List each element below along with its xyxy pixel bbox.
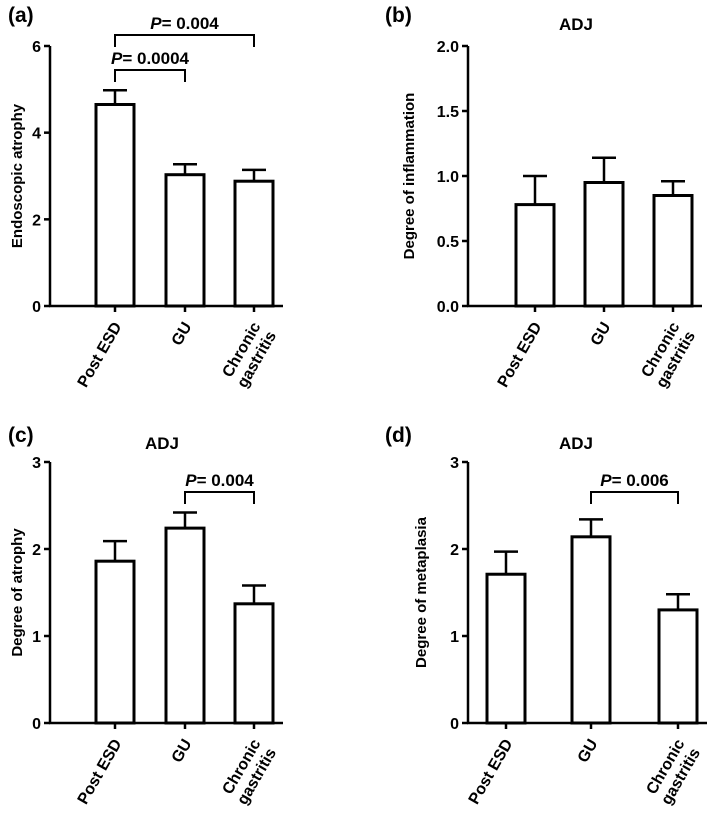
bar (233, 179, 275, 308)
chart-panel-a: (a) Endoscopic atrophy 0 2 4 6 Post ESD GU Chron… (8, 4, 283, 391)
x-category-label: Chronicgastritis (219, 319, 280, 390)
y-tick-label: 1.5 (437, 104, 459, 121)
y-tick-label: 2 (450, 542, 459, 559)
p-value-label: P= 0.006 (600, 471, 669, 490)
bar (583, 181, 625, 308)
x-category-label-line: GU (588, 320, 615, 349)
x-category-label: Chronicgastritis (638, 319, 699, 390)
x-category-label-line: Post ESD (75, 737, 126, 808)
x-category-label: GU (169, 320, 196, 349)
x-category-label: GU (575, 737, 602, 766)
y-tick-label: 0 (450, 716, 459, 733)
p-value-label: P= 0.004 (185, 471, 254, 490)
bar (657, 608, 699, 725)
y-tick-label: 2 (32, 542, 41, 559)
bar (570, 535, 612, 725)
bar (164, 526, 206, 725)
y-tick-label: 3 (32, 455, 41, 472)
significance-bracket (590, 491, 679, 504)
bar (94, 103, 136, 308)
x-category-label-line: Post ESD (466, 737, 517, 808)
x-category-label-line: GU (575, 737, 602, 766)
y-axis-label: Degree of inflammation (401, 93, 418, 260)
p-value-label: P= 0.0004 (111, 49, 190, 68)
y-tick-label: 6 (32, 39, 41, 56)
chart-title: ADJ (559, 434, 593, 453)
x-category-label-line: Post ESD (75, 320, 126, 391)
p-symbol: P (111, 49, 123, 68)
chart-title: ADJ (145, 434, 179, 453)
panel-label: (b) (385, 4, 412, 27)
chart-panel-b: (b) ADJ Degree of inflammation 0.0 0.5 1.0 1.5… (385, 4, 702, 391)
chart-panel-d: (d) ADJ Degree of metaplasia 0 1 2 3 Post ESD GU… (385, 424, 707, 808)
bar (164, 173, 206, 308)
y-tick-label: 0.0 (437, 299, 459, 316)
y-tick-label: 1 (450, 629, 459, 646)
y-tick-label: 0 (32, 716, 41, 733)
x-category-label-line: Post ESD (495, 320, 546, 391)
y-tick-label: 2 (32, 212, 41, 229)
x-category-label-line: GU (169, 320, 196, 349)
p-value: = 0.006 (612, 471, 669, 490)
x-category-label: GU (588, 320, 615, 349)
p-value: = 0.004 (162, 14, 220, 33)
panel-label: (a) (8, 4, 34, 27)
y-axis-label: Endoscopic atrophy (9, 103, 26, 248)
p-symbol: P (600, 471, 612, 490)
p-symbol: P (150, 14, 162, 33)
bar (233, 602, 275, 725)
y-tick-label: 1.0 (437, 169, 459, 186)
p-value: = 0.0004 (122, 49, 189, 68)
significance-bracket (114, 69, 186, 82)
y-tick-label: 4 (32, 126, 41, 143)
p-symbol: P (185, 471, 197, 490)
x-category-label: Post ESD (75, 737, 126, 808)
y-axis-label: Degree of metaplasia (413, 516, 430, 668)
y-tick-label: 0.5 (437, 234, 459, 251)
x-category-label: Post ESD (75, 320, 126, 391)
x-category-label: GU (169, 737, 196, 766)
significance-bracket (114, 34, 255, 47)
bar (94, 559, 136, 725)
y-tick-label: 3 (450, 455, 459, 472)
p-value-label: P= 0.004 (150, 14, 219, 33)
p-value: = 0.004 (197, 471, 255, 490)
panel-label: (d) (385, 424, 412, 447)
bar (652, 194, 694, 308)
x-category-label: Chronicgastritis (219, 736, 280, 807)
x-category-label: Post ESD (495, 320, 546, 391)
chart-panel-c: (c) ADJ Degree of atrophy 0 1 2 3 Post ESD GU Chr… (8, 424, 283, 808)
x-category-label-line: GU (169, 737, 196, 766)
chart-title: ADJ (559, 15, 593, 34)
panel-label: (c) (8, 424, 34, 447)
x-category-label: Chronicgastritis (643, 736, 704, 807)
y-axis-label: Degree of atrophy (9, 528, 26, 657)
significance-bracket (184, 491, 255, 504)
y-tick-label: 1 (32, 629, 41, 646)
y-tick-label: 2.0 (437, 39, 459, 56)
bar (514, 203, 556, 308)
bar (485, 572, 527, 725)
x-category-label: Post ESD (466, 737, 517, 808)
y-tick-label: 0 (32, 299, 41, 316)
